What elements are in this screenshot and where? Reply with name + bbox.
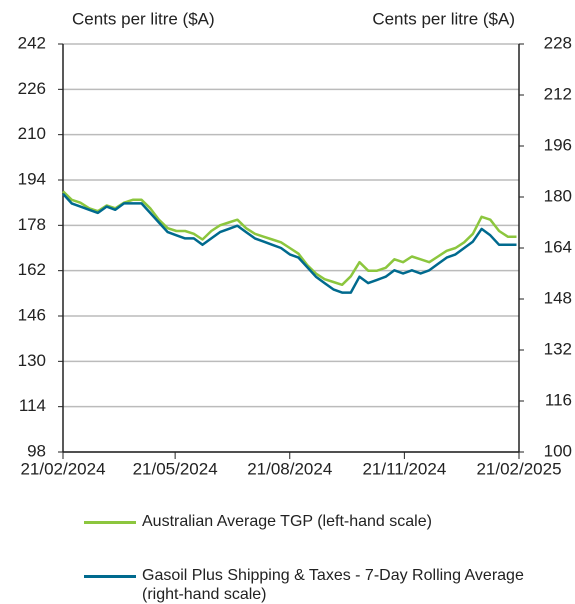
series-line	[62, 190, 517, 287]
legend-swatch	[84, 575, 136, 578]
x-tick-label: 21/08/2024	[247, 459, 332, 478]
y2-axis-label: Cents per litre ($A)	[372, 9, 515, 28]
y2-tick-label: 196	[544, 135, 572, 154]
x-tick-label: 21/02/2024	[20, 459, 105, 478]
legend-item: Australian Average TGP (left-hand scale)	[84, 512, 542, 531]
y-tick-label: 114	[19, 396, 46, 415]
x-tick-label: 21/11/2024	[362, 459, 446, 478]
y2-tick-label: 212	[544, 84, 572, 103]
y-tick-label: 242	[18, 33, 46, 52]
legend-item: Gasoil Plus Shipping & Taxes - 7-Day Rol…	[84, 566, 542, 604]
y-axis-label: Cents per litre ($A)	[72, 9, 215, 28]
y-tick-label: 98	[27, 441, 46, 460]
y-tick-label: 194	[18, 169, 46, 188]
legend-label: Gasoil Plus Shipping & Taxes - 7-Day Rol…	[142, 567, 524, 603]
y-tick-label: 130	[18, 351, 46, 370]
x-tick-label: 21/02/2025	[476, 459, 561, 478]
y2-tick-label: 148	[544, 288, 572, 307]
y-tick-label: 226	[18, 79, 46, 98]
y-tick-label: 178	[18, 215, 46, 234]
x-tick-label: 21/05/2024	[133, 459, 218, 478]
series-line	[62, 192, 517, 294]
legend-swatch	[84, 521, 136, 524]
y2-tick-label: 132	[544, 339, 572, 358]
y-tick-label: 210	[18, 124, 46, 143]
chart: Cents per litre ($A) Cents per litre ($A…	[18, 9, 572, 478]
y2-tick-label: 100	[544, 441, 572, 460]
y2-tick-label: 228	[544, 33, 572, 52]
y-tick-label: 162	[18, 260, 46, 279]
y-tick-label: 146	[18, 305, 46, 324]
y2-tick-label: 116	[545, 390, 572, 409]
legend-label: Australian Average TGP (left-hand scale)	[142, 513, 432, 530]
y2-tick-label: 164	[544, 237, 572, 256]
y2-tick-label: 180	[544, 186, 572, 205]
